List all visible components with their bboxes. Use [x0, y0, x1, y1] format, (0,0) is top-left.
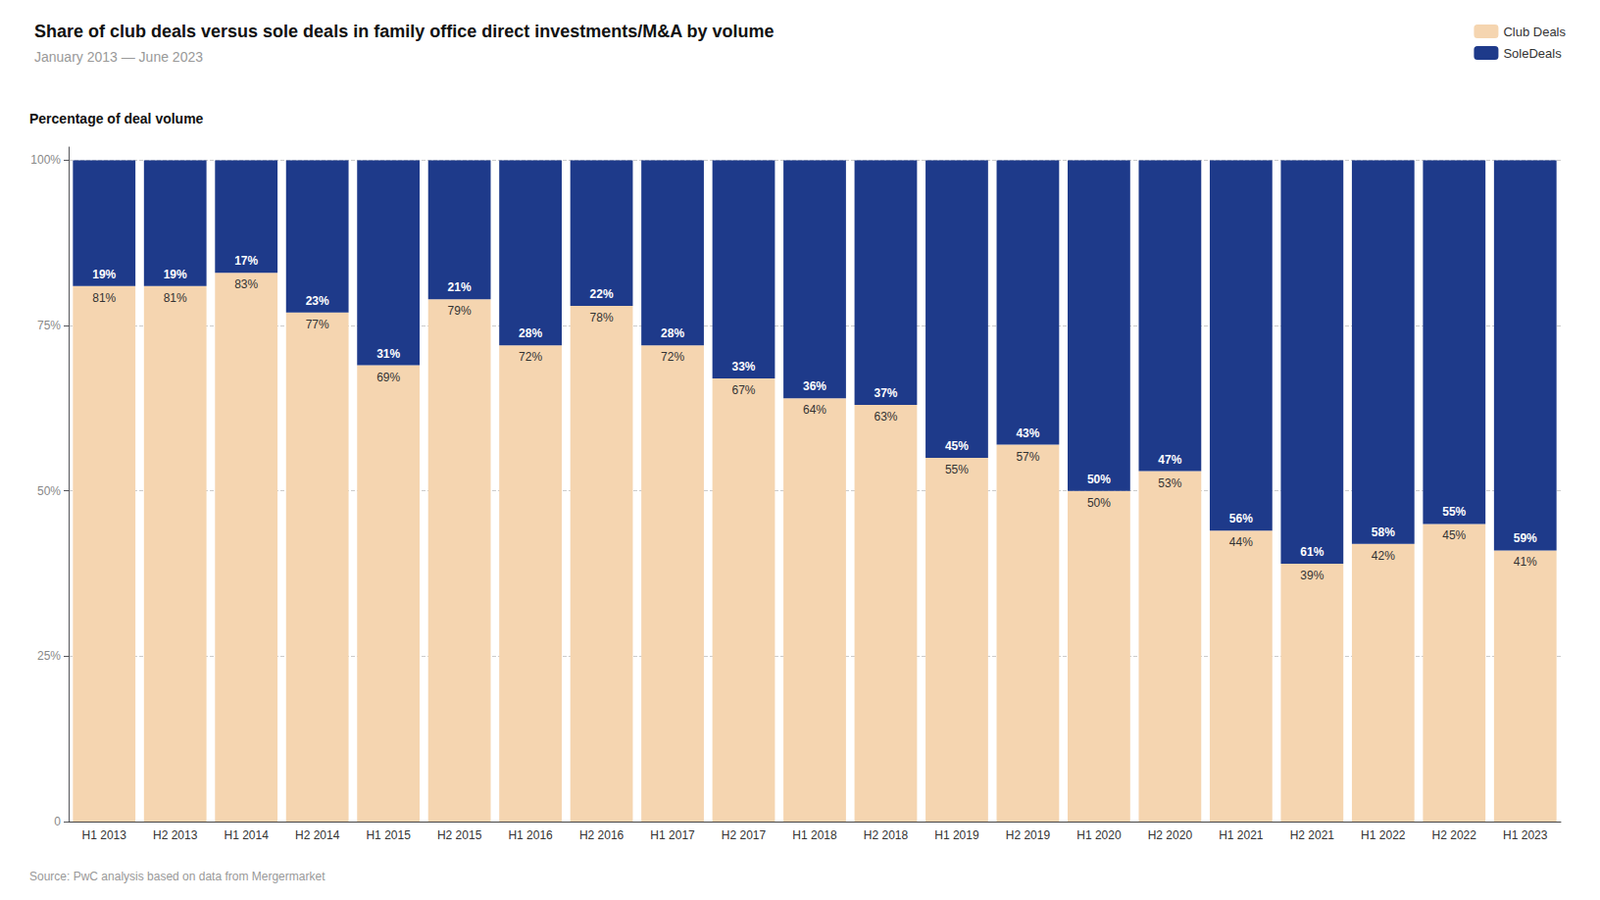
svg-text:21%: 21%	[448, 280, 472, 295]
svg-text:H2 2017: H2 2017	[721, 828, 767, 843]
svg-text:H1 2017: H1 2017	[650, 828, 696, 843]
svg-text:Club Deals: Club Deals	[1502, 24, 1566, 40]
svg-text:H1 2016: H1 2016	[507, 828, 553, 843]
svg-text:39%: 39%	[1300, 568, 1324, 583]
svg-text:22%: 22%	[590, 287, 614, 301]
svg-text:55%: 55%	[1442, 504, 1466, 519]
svg-text:50%: 50%	[37, 484, 61, 499]
svg-text:H2 2021: H2 2021	[1290, 828, 1336, 843]
svg-text:47%: 47%	[1157, 452, 1182, 467]
svg-text:81%: 81%	[163, 291, 188, 305]
svg-text:H2 2020: H2 2020	[1148, 828, 1194, 843]
svg-text:67%: 67%	[732, 383, 756, 398]
svg-text:45%: 45%	[945, 439, 969, 453]
svg-text:H1 2018: H1 2018	[792, 828, 838, 843]
svg-text:Source: PwC analysis based on: Source: PwC analysis based on data from …	[29, 869, 326, 884]
svg-text:H2 2016: H2 2016	[579, 828, 625, 843]
svg-text:61%: 61%	[1300, 545, 1324, 559]
svg-text:45%: 45%	[1442, 528, 1466, 543]
svg-text:H2 2015: H2 2015	[437, 828, 483, 843]
svg-text:44%: 44%	[1229, 535, 1253, 550]
svg-text:H2 2022: H2 2022	[1432, 828, 1478, 843]
svg-text:Percentage of deal volume: Percentage of deal volume	[29, 110, 204, 127]
svg-text:64%: 64%	[802, 402, 827, 417]
svg-text:33%: 33%	[732, 359, 756, 374]
svg-text:59%: 59%	[1513, 531, 1538, 546]
svg-text:50%: 50%	[1087, 496, 1111, 510]
svg-text:H1 2023: H1 2023	[1502, 828, 1549, 843]
svg-text:75%: 75%	[37, 318, 61, 333]
svg-text:H2 2014: H2 2014	[295, 828, 341, 843]
svg-text:H1 2015: H1 2015	[365, 828, 411, 843]
svg-text:53%: 53%	[1157, 476, 1182, 491]
svg-text:H1 2022: H1 2022	[1360, 828, 1406, 843]
svg-text:Share of club deals versus sol: Share of club deals versus sole deals in…	[34, 21, 775, 42]
svg-text:77%: 77%	[305, 317, 330, 332]
svg-text:37%: 37%	[873, 386, 898, 400]
svg-text:28%: 28%	[660, 326, 685, 341]
svg-text:H1 2020: H1 2020	[1076, 828, 1122, 843]
svg-text:31%: 31%	[376, 347, 400, 361]
svg-text:0: 0	[53, 814, 61, 829]
svg-text:19%: 19%	[92, 267, 116, 282]
svg-text:69%: 69%	[376, 370, 400, 385]
svg-text:83%: 83%	[234, 277, 258, 292]
svg-text:58%: 58%	[1371, 525, 1396, 540]
svg-text:55%: 55%	[945, 462, 969, 477]
svg-text:50%: 50%	[1087, 472, 1111, 487]
svg-text:81%: 81%	[92, 291, 116, 305]
svg-text:43%: 43%	[1015, 426, 1040, 441]
svg-text:79%: 79%	[448, 303, 472, 318]
svg-text:72%: 72%	[518, 350, 543, 364]
svg-text:41%: 41%	[1513, 554, 1538, 569]
svg-text:56%: 56%	[1229, 511, 1253, 526]
svg-text:57%: 57%	[1015, 450, 1040, 464]
svg-text:H1 2021: H1 2021	[1218, 828, 1264, 843]
svg-text:H2 2013: H2 2013	[152, 828, 199, 843]
svg-text:28%: 28%	[518, 326, 543, 341]
svg-text:SoleDeals: SoleDeals	[1502, 46, 1562, 61]
svg-text:January 2013 — June 2023: January 2013 — June 2023	[34, 49, 203, 65]
svg-text:19%: 19%	[163, 267, 188, 282]
svg-text:23%: 23%	[305, 294, 330, 308]
svg-text:H2 2018: H2 2018	[863, 828, 909, 843]
svg-text:78%: 78%	[590, 310, 614, 325]
svg-text:100%: 100%	[30, 152, 61, 167]
svg-text:63%: 63%	[873, 409, 898, 424]
svg-text:17%: 17%	[234, 253, 258, 268]
svg-text:25%: 25%	[37, 649, 61, 663]
svg-text:36%: 36%	[802, 379, 827, 394]
svg-text:42%: 42%	[1371, 549, 1396, 563]
svg-text:H2 2019: H2 2019	[1005, 828, 1051, 843]
svg-text:H1 2014: H1 2014	[224, 828, 270, 843]
svg-text:72%: 72%	[660, 350, 685, 364]
svg-text:H1 2019: H1 2019	[934, 828, 980, 843]
svg-text:H1 2013: H1 2013	[82, 828, 128, 843]
